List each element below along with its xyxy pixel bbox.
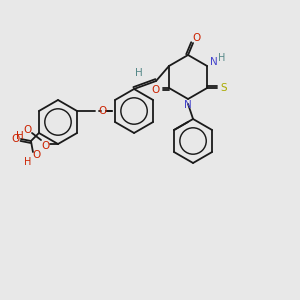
Text: O: O — [192, 33, 200, 43]
Text: O: O — [98, 106, 106, 116]
Text: O: O — [33, 150, 41, 160]
Text: H: H — [24, 157, 32, 167]
Text: O: O — [23, 125, 31, 135]
Text: H: H — [16, 131, 24, 141]
Text: H: H — [218, 53, 226, 63]
Text: O: O — [42, 141, 50, 151]
Text: N: N — [184, 100, 192, 110]
Text: H: H — [135, 68, 143, 78]
Text: N: N — [210, 57, 218, 67]
Text: S: S — [221, 83, 227, 93]
Text: O: O — [151, 85, 159, 95]
Text: O: O — [12, 134, 20, 144]
